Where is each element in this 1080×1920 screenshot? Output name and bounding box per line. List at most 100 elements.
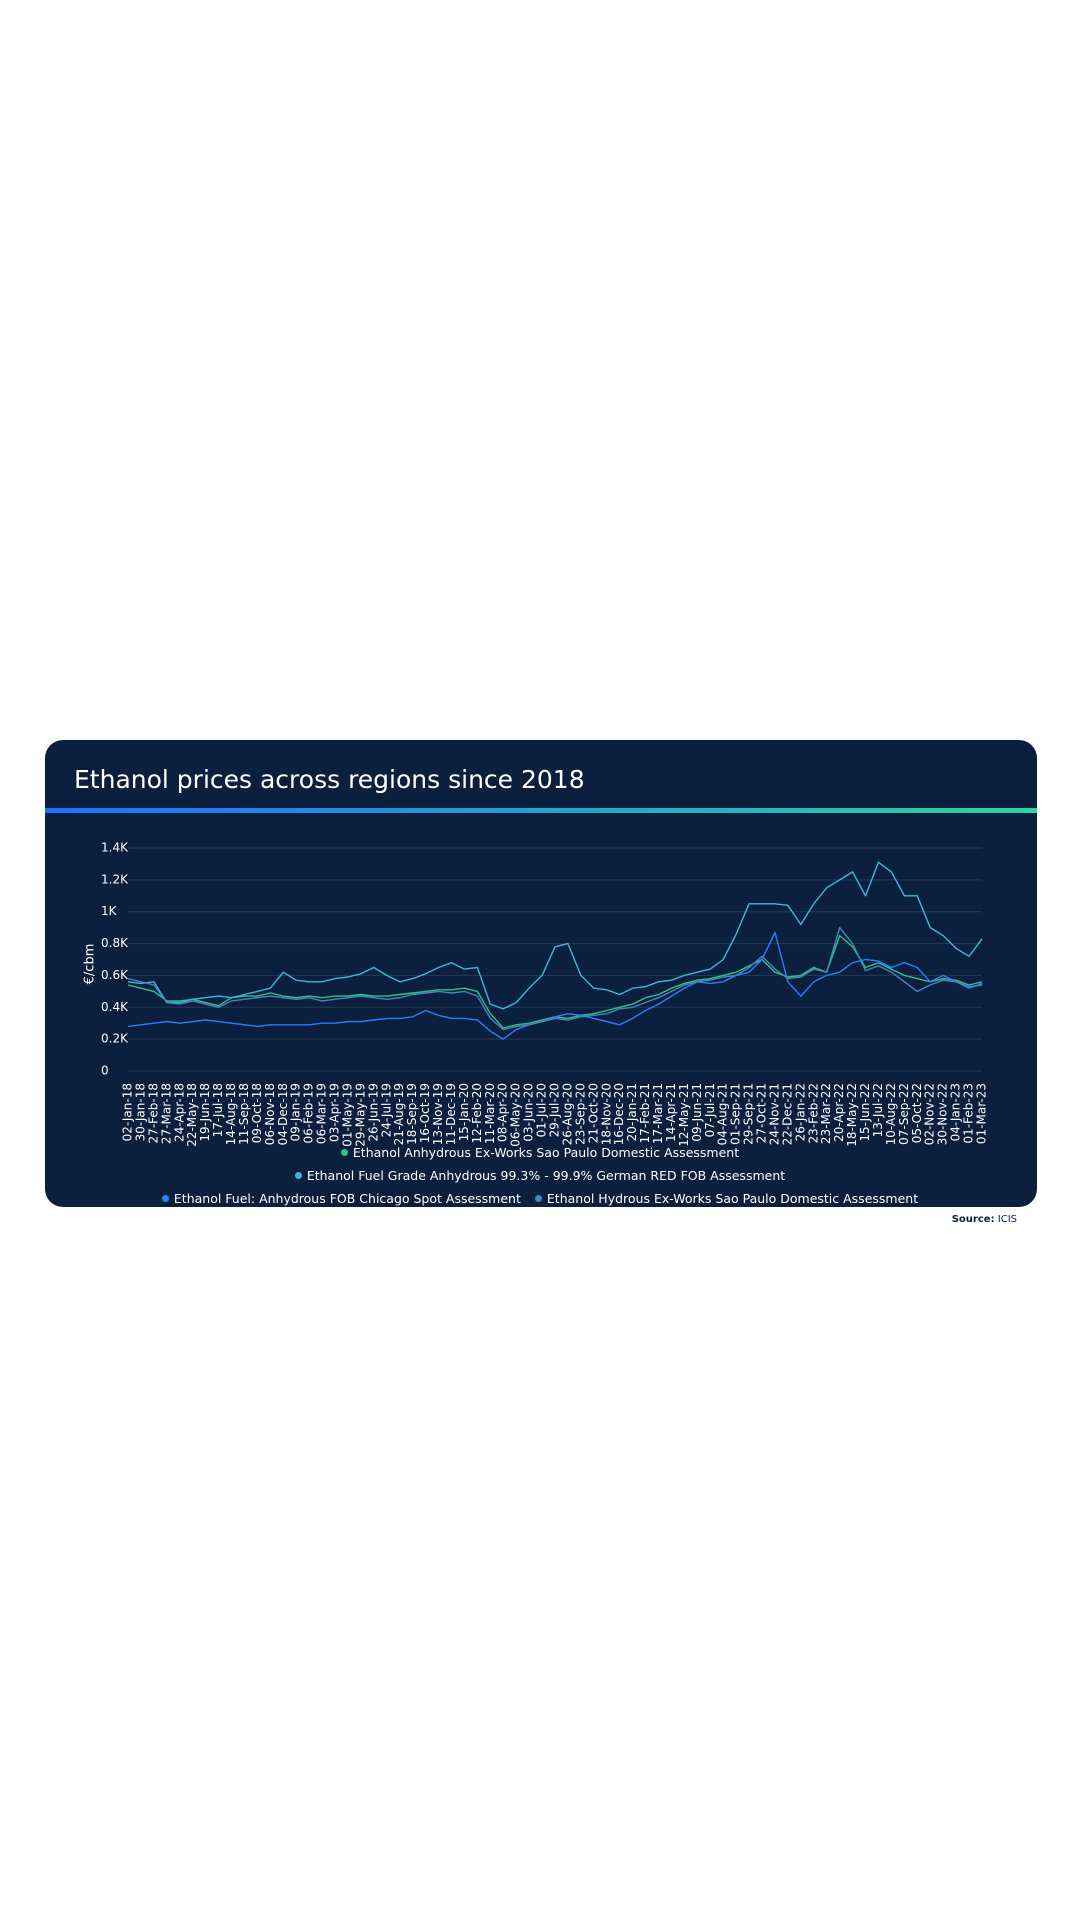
- x-tick-label: 30-Nov-22: [936, 1083, 950, 1145]
- x-tick-label: 11-Dec-19: [444, 1083, 458, 1145]
- x-tick-label: 14-Apr-21: [664, 1083, 678, 1142]
- accent-bar: [45, 808, 1037, 813]
- x-tick-label: 04-Jan-23: [949, 1083, 963, 1141]
- x-tick-label: 03-Apr-19: [328, 1083, 342, 1142]
- legend-item: Ethanol Anhydrous Ex-Works Sao Paulo Dom…: [340, 1145, 740, 1160]
- x-tick-label: 24-Jul-19: [379, 1083, 393, 1137]
- x-tick-label: 24-Apr-18: [172, 1083, 186, 1142]
- x-tick-label: 26-Jan-22: [793, 1083, 807, 1141]
- x-tick-label: 23-Feb-22: [806, 1083, 820, 1143]
- x-tick-label: 01-Mar-23: [975, 1083, 989, 1144]
- legend-marker: [161, 1195, 169, 1202]
- legend-label: Ethanol Anhydrous Ex-Works Sao Paulo Dom…: [352, 1145, 740, 1160]
- legend-marker: [340, 1149, 348, 1156]
- x-tick-label: 10-Aug-22: [884, 1083, 898, 1145]
- x-tick-label: 29-May-19: [353, 1083, 367, 1147]
- x-tick-label: 04-Dec-18: [276, 1083, 290, 1145]
- y-tick-label: 1.2K: [101, 872, 129, 886]
- x-tick-label: 17-Feb-21: [638, 1083, 652, 1143]
- x-tick-label: 02-Jan-18: [121, 1083, 135, 1141]
- y-tick-label: 1K: [101, 904, 118, 918]
- x-tick-label: 24-Nov-21: [767, 1083, 781, 1145]
- x-tick-label: 09-Jun-21: [690, 1083, 704, 1142]
- x-tick-label: 22-May-18: [185, 1083, 199, 1147]
- series-line: [127, 861, 983, 1010]
- x-tick-label: 30-Jan-18: [133, 1083, 147, 1141]
- y-tick-label: 0: [101, 1064, 109, 1078]
- x-tick-label: 09-Jan-19: [289, 1083, 303, 1141]
- y-tick-label: 0.6K: [101, 968, 129, 982]
- y-tick-label: 0.8K: [101, 936, 129, 950]
- x-tick-label: 17-Jul-18: [211, 1083, 225, 1137]
- x-tick-label: 23-Sep-20: [573, 1083, 587, 1145]
- x-tick-label: 08-Apr-20: [496, 1083, 510, 1142]
- card: [45, 740, 1037, 1207]
- x-tick-label: 18-Sep-19: [405, 1083, 419, 1145]
- x-tick-label: 27-Feb-18: [146, 1083, 160, 1143]
- legend-marker: [294, 1172, 302, 1179]
- x-tick-label: 01-Feb-23: [962, 1083, 976, 1143]
- source-label: Source:: [952, 1214, 995, 1225]
- x-tick-label: 27-Mar-18: [159, 1083, 173, 1144]
- x-tick-label: 18-Nov-20: [599, 1083, 613, 1145]
- x-tick-label: 15-Jan-20: [457, 1083, 471, 1141]
- x-tick-label: 05-Oct-22: [910, 1083, 924, 1143]
- x-tick-label: 21-Oct-20: [586, 1083, 600, 1143]
- x-tick-label: 20-Apr-22: [832, 1083, 846, 1142]
- x-tick-label: 06-Nov-18: [263, 1083, 277, 1145]
- x-tick-label: 01-Sep-21: [729, 1083, 743, 1145]
- source: Source: ICIS: [952, 1214, 1017, 1225]
- x-tick-label: 13-Jul-22: [871, 1083, 885, 1137]
- x-tick-label: 03-Jun-20: [522, 1083, 536, 1142]
- x-tick-label: 15-Jun-22: [858, 1083, 872, 1142]
- legend-item: Ethanol Fuel: Anhydrous FOB Chicago Spot…: [161, 1191, 521, 1206]
- x-tick-label: 22-Dec-21: [780, 1083, 794, 1145]
- chart-title: Ethanol prices across regions since 2018: [74, 765, 585, 794]
- legend-label: Ethanol Fuel Grade Anhydrous 99.3% - 99.…: [306, 1168, 786, 1183]
- x-tick-label: 12-May-21: [677, 1083, 691, 1147]
- x-tick-label: 11-Mar-20: [483, 1083, 497, 1144]
- x-tick-label: 02-Nov-22: [923, 1083, 937, 1145]
- x-tick-label: 29-Sep-21: [742, 1083, 756, 1145]
- x-tick-label: 12-Feb-20: [470, 1083, 484, 1143]
- legend-label: Ethanol Hydrous Ex-Works Sao Paulo Domes…: [546, 1191, 919, 1206]
- x-tick-label: 20-Jan-21: [625, 1083, 639, 1141]
- legend-item: Ethanol Hydrous Ex-Works Sao Paulo Domes…: [534, 1191, 919, 1206]
- legend-label: Ethanol Fuel: Anhydrous FOB Chicago Spot…: [173, 1191, 521, 1206]
- x-tick-label: 06-Feb-19: [302, 1083, 316, 1143]
- y-tick-label: 1.4K: [101, 841, 129, 855]
- x-tick-label: 06-May-20: [509, 1083, 523, 1147]
- x-tick-label: 18-May-22: [845, 1083, 859, 1147]
- legend-marker: [534, 1195, 542, 1202]
- series-line: [127, 926, 983, 1031]
- source-name: ICIS: [998, 1214, 1017, 1225]
- x-tick-label: 26-Aug-20: [560, 1083, 574, 1145]
- x-tick-label: 11-Sep-18: [237, 1083, 251, 1145]
- x-tick-label: 23-Mar-22: [819, 1083, 833, 1144]
- series-line: [127, 931, 983, 1040]
- x-tick-label: 29-Jul-20: [548, 1083, 562, 1137]
- x-tick-label: 16-Oct-19: [418, 1083, 432, 1143]
- x-tick-label: 07-Jul-21: [703, 1083, 717, 1137]
- x-tick-label: 21-Aug-19: [392, 1083, 406, 1145]
- x-tick-label: 19-Jun-18: [198, 1083, 212, 1142]
- legend-item: Ethanol Fuel Grade Anhydrous 99.3% - 99.…: [294, 1168, 786, 1183]
- x-tick-label: 27-Oct-21: [755, 1083, 769, 1143]
- x-tick-label: 13-Nov-19: [431, 1083, 445, 1145]
- y-tick-label: 0.2K: [101, 1032, 129, 1046]
- x-tick-label: 17-Mar-21: [651, 1083, 665, 1144]
- x-tick-label: 07-Sep-22: [897, 1083, 911, 1145]
- x-tick-label: 16-Dec-20: [612, 1083, 626, 1145]
- y-axis-label: €/cbm: [83, 944, 98, 985]
- x-tick-label: 01-May-19: [340, 1083, 354, 1147]
- x-tick-label: 09-Oct-18: [250, 1083, 264, 1143]
- x-tick-label: 14-Aug-18: [224, 1083, 238, 1145]
- x-tick-label: 26-Jun-19: [366, 1083, 380, 1142]
- y-tick-label: 0.4K: [101, 1000, 129, 1014]
- x-tick-label: 06-Mar-19: [315, 1083, 329, 1144]
- x-tick-label: 04-Aug-21: [716, 1083, 730, 1145]
- x-tick-label: 01-Jul-20: [535, 1083, 549, 1137]
- legend: Ethanol Anhydrous Ex-Works Sao Paulo Dom…: [130, 1145, 950, 1206]
